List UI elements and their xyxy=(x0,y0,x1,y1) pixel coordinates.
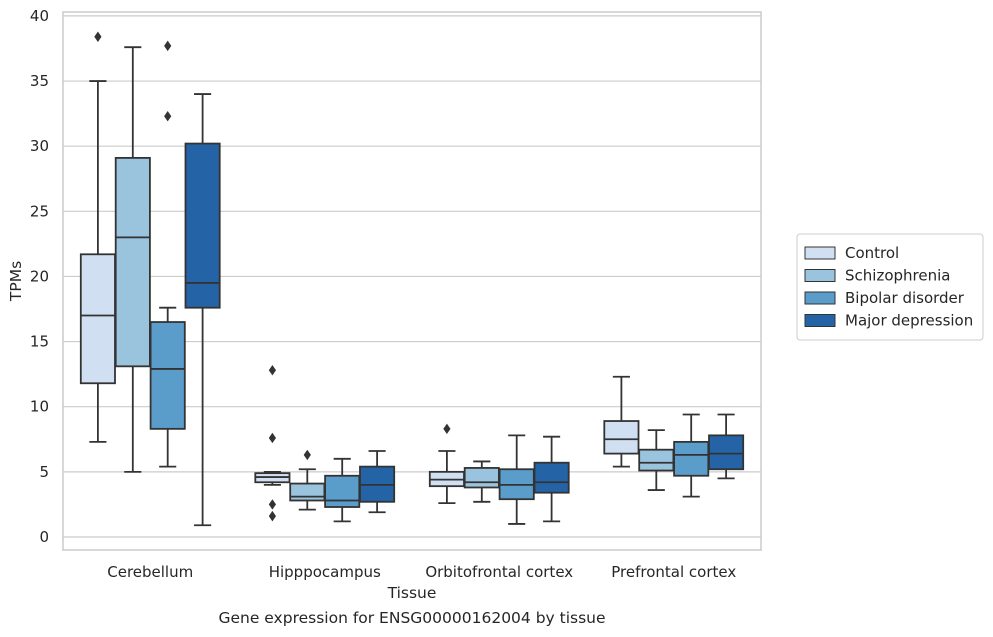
y-axis-label: TPMs xyxy=(7,261,25,302)
y-tick-label: 20 xyxy=(30,267,49,285)
box-iqr xyxy=(533,461,570,494)
y-tick-label: 5 xyxy=(39,463,49,481)
box xyxy=(254,365,291,522)
box-iqr xyxy=(463,467,500,489)
y-tick-label: 40 xyxy=(30,7,49,25)
y-tick-label: 15 xyxy=(30,333,49,351)
box xyxy=(673,413,710,498)
box xyxy=(149,40,186,468)
y-tick-label: 35 xyxy=(30,72,49,90)
box xyxy=(79,31,116,443)
box xyxy=(463,460,500,503)
box xyxy=(708,413,745,480)
legend-swatch xyxy=(804,269,836,282)
legend-label: Major depression xyxy=(845,312,973,330)
box-series xyxy=(79,31,745,527)
plot-frame xyxy=(62,11,762,551)
legend-swatch xyxy=(804,314,836,327)
outlier-point xyxy=(268,432,276,444)
box xyxy=(638,429,675,491)
legend-swatch xyxy=(804,246,836,260)
legend-frame xyxy=(796,233,984,341)
y-tick-label: 30 xyxy=(30,137,49,155)
box xyxy=(428,423,465,505)
outlier-point xyxy=(303,449,311,461)
y-tick-label: 10 xyxy=(30,398,49,416)
box xyxy=(498,434,535,525)
x-axis-label: Tissue xyxy=(387,584,437,602)
outlier-point xyxy=(164,40,172,52)
box-iqr xyxy=(79,253,116,385)
box-iqr xyxy=(708,434,745,471)
box-iqr xyxy=(603,420,640,455)
y-tick-label: 25 xyxy=(30,202,49,220)
legend: Control Schizophrenia Bipolar disorder Majo… xyxy=(796,233,984,341)
outlier-point xyxy=(164,111,172,122)
legend-swatch xyxy=(804,291,836,305)
box xyxy=(533,435,570,523)
box xyxy=(359,450,396,514)
box-iqr xyxy=(638,448,675,472)
legend-label: Bipolar disorder xyxy=(845,289,965,307)
box xyxy=(114,46,151,473)
outlier-point xyxy=(268,499,276,510)
box-iqr xyxy=(324,474,361,508)
box-iqr xyxy=(289,482,326,502)
outlier-point xyxy=(443,423,451,435)
box-iqr xyxy=(184,142,221,309)
x-tick-label: Hipppocampus xyxy=(269,563,381,581)
y-tick-labels: 0 5 10 15 20 25 30 35 40 xyxy=(30,7,49,546)
legend-label: Schizophrenia xyxy=(845,267,950,285)
x-tick-labels: Cerebellum Hipppocampus Orbitofrontal cort… xyxy=(107,563,736,581)
x-tick-label: Cerebellum xyxy=(107,563,193,581)
box xyxy=(324,457,361,523)
box-iqr xyxy=(149,321,186,430)
outlier-point xyxy=(268,510,276,522)
outlier-point xyxy=(94,31,102,42)
legend-label: Control xyxy=(845,244,899,262)
box xyxy=(603,375,640,468)
x-tick-label: Prefrontal cortex xyxy=(611,563,736,581)
x-tick-label: Orbitofrontal cortex xyxy=(425,563,573,581)
box-iqr xyxy=(673,440,710,477)
y-tick-label: 0 xyxy=(39,528,49,546)
box xyxy=(184,93,221,527)
box-iqr xyxy=(114,156,151,368)
chart-caption: Gene expression for ENSG00000162004 by t… xyxy=(218,609,605,627)
box xyxy=(289,449,326,511)
outlier-point xyxy=(268,365,276,376)
